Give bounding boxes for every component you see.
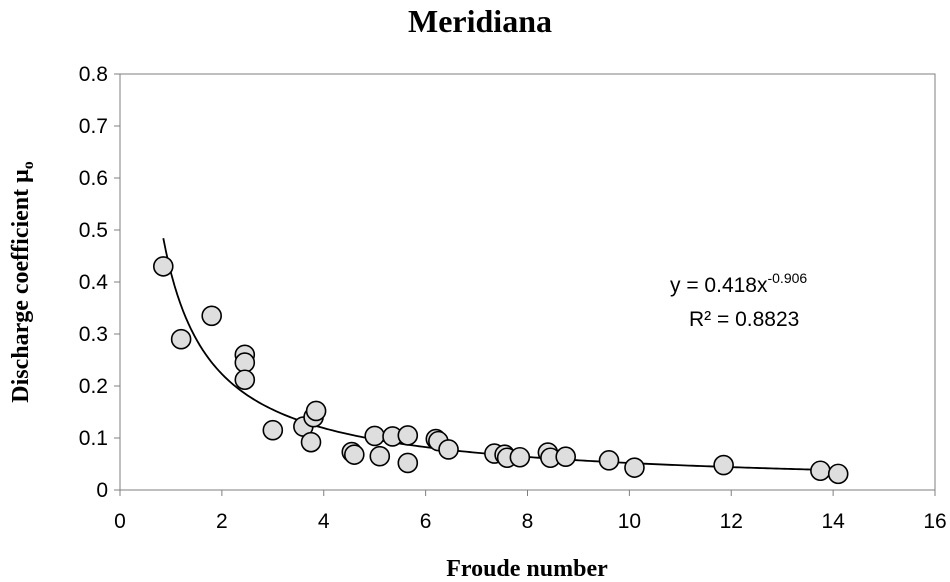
y-axis-label-subscript: o xyxy=(20,161,37,169)
y-axis-label: Discharge coefficient μo xyxy=(8,161,37,403)
x-tick-label: 4 xyxy=(318,510,330,533)
x-tick-label: 16 xyxy=(923,510,946,533)
y-tick-label: 0 xyxy=(96,479,108,502)
data-point xyxy=(262,419,284,441)
r-squared-label: R² = 0.8823 xyxy=(689,308,799,331)
data-point xyxy=(598,450,620,471)
data-point xyxy=(397,425,419,446)
x-tick-label: 14 xyxy=(821,510,845,533)
y-tick-label: 0.5 xyxy=(79,219,108,242)
data-point xyxy=(305,400,327,422)
data-point xyxy=(364,425,385,447)
x-axis-label: Froude number xyxy=(446,556,608,582)
y-tick-label: 0.6 xyxy=(79,167,108,190)
y-tick-label: 0.7 xyxy=(79,115,108,138)
data-point xyxy=(810,460,831,482)
chart-title: Meridiana xyxy=(408,3,552,39)
x-axis-ticks: 0 2 4 6 8 10 12 14 16 xyxy=(114,490,947,533)
equation-exponent: -0.906 xyxy=(767,270,807,286)
y-axis-label-main: Discharge coefficient μ xyxy=(8,169,34,403)
data-point xyxy=(369,445,391,467)
data-point xyxy=(438,439,459,460)
data-point xyxy=(624,457,645,478)
x-tick-label: 12 xyxy=(720,510,743,533)
data-point xyxy=(201,305,222,327)
y-axis-ticks: 0 0.1 0.2 0.3 0.4 0.5 0.6 0.7 0.8 xyxy=(79,63,120,502)
plot-area xyxy=(119,73,936,491)
data-point xyxy=(300,431,322,453)
y-tick-label: 0.3 xyxy=(79,323,108,346)
data-point xyxy=(234,369,256,391)
x-tick-label: 2 xyxy=(216,510,228,533)
trendline-equation: y = 0.418x-0.906 xyxy=(670,270,807,297)
data-point xyxy=(397,452,419,474)
x-tick-label: 6 xyxy=(420,510,432,533)
x-tick-label: 10 xyxy=(618,510,641,533)
y-tick-label: 0.4 xyxy=(79,271,109,294)
y-tick-label: 0.8 xyxy=(79,63,108,86)
data-point xyxy=(344,444,365,465)
x-tick-label: 0 xyxy=(114,510,126,533)
x-tick-label: 8 xyxy=(522,510,534,533)
data-point xyxy=(713,454,734,476)
data-point xyxy=(152,256,174,277)
y-tick-label: 0.1 xyxy=(79,427,108,450)
data-point xyxy=(234,352,256,373)
data-point xyxy=(827,463,849,485)
data-points xyxy=(152,256,849,485)
data-point xyxy=(170,328,192,350)
equation-base: y = 0.418x xyxy=(670,274,768,297)
data-point xyxy=(509,446,531,468)
y-tick-label: 0.2 xyxy=(79,375,108,398)
data-point xyxy=(555,446,577,468)
